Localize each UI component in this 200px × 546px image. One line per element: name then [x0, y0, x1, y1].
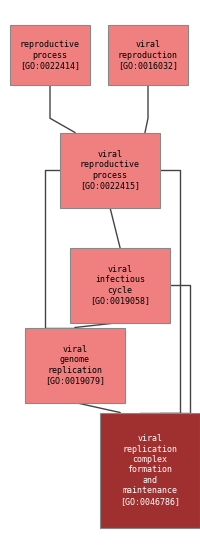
Text: reproductive
process
[GO:0022414]: reproductive process [GO:0022414]	[20, 40, 80, 70]
FancyBboxPatch shape	[107, 25, 187, 85]
Text: viral
genome
replication
[GO:0019079]: viral genome replication [GO:0019079]	[45, 345, 104, 385]
Text: viral
reproductive
process
[GO:0022415]: viral reproductive process [GO:0022415]	[80, 150, 139, 190]
Text: viral
replication
complex
formation
and
maintenance
[GO:0046786]: viral replication complex formation and …	[119, 434, 179, 506]
FancyBboxPatch shape	[100, 412, 199, 527]
FancyBboxPatch shape	[25, 328, 124, 402]
Text: viral
reproduction
[GO:0016032]: viral reproduction [GO:0016032]	[117, 40, 177, 70]
FancyBboxPatch shape	[10, 25, 90, 85]
Text: viral
infectious
cycle
[GO:0019058]: viral infectious cycle [GO:0019058]	[90, 265, 149, 305]
FancyBboxPatch shape	[70, 247, 169, 323]
FancyBboxPatch shape	[60, 133, 159, 207]
